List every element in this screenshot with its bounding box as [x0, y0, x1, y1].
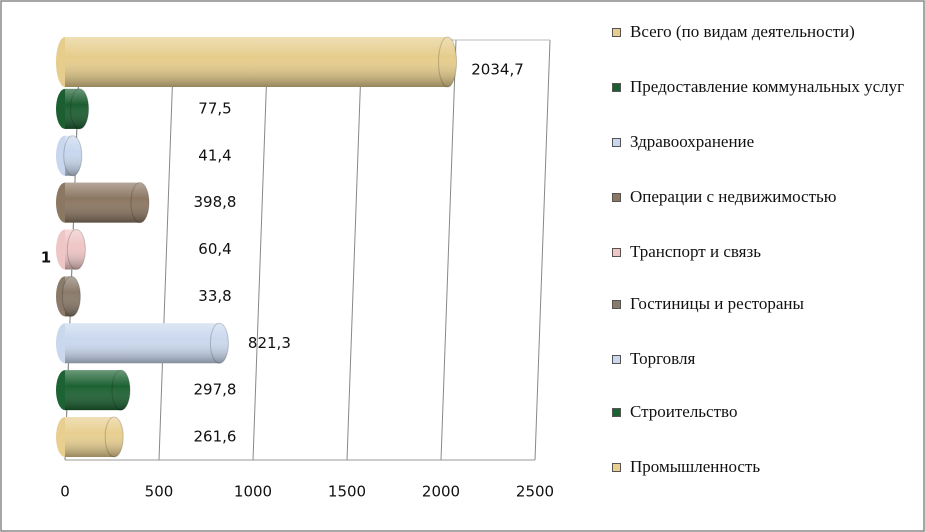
bar-cap-shade: [438, 37, 457, 87]
bar-cap-shade: [67, 229, 86, 270]
value-label: 60,4: [198, 240, 231, 258]
grid-line: [346, 39, 363, 461]
grid-line: [440, 39, 457, 461]
bar-shade: [65, 182, 140, 223]
value-label: 261,6: [194, 428, 237, 446]
legend-swatch: [612, 193, 621, 202]
grid-line: [534, 39, 551, 461]
legend-label: Торговля: [630, 349, 696, 368]
legend-entry: Предоставление коммунальных услуг: [612, 77, 912, 97]
legend-entry: Операции с недвижимостью: [612, 187, 912, 207]
legend-entry: Транспорт и связь: [612, 242, 912, 262]
bar-cap-shade: [130, 182, 149, 223]
x-tick-label: 1000: [234, 483, 272, 501]
bar-cap-shade: [70, 88, 89, 129]
bar-shade: [65, 323, 220, 364]
legend-entry: Строительство: [612, 402, 912, 422]
x-tick-label: 2500: [516, 483, 554, 501]
legend-swatch: [612, 408, 621, 417]
bar-cap-shade: [210, 323, 229, 364]
bar-cap-shade: [62, 276, 81, 317]
value-label: 821,3: [248, 334, 291, 352]
legend-label: Гостиницы и рестораны: [630, 294, 804, 313]
x-tick-label: 0: [60, 483, 70, 501]
legend-entry: Всего (по видам деятельности): [612, 22, 912, 42]
x-tick-label: 2000: [422, 483, 460, 501]
bar-cap-shade: [105, 417, 124, 457]
legend-swatch: [612, 355, 621, 364]
value-label: 297,8: [194, 381, 237, 399]
legend-label: Операции с недвижимостью: [630, 187, 837, 206]
legend-label: Строительство: [630, 402, 738, 421]
bar-shade: [65, 370, 121, 411]
legend-swatch: [612, 83, 621, 92]
grid-line: [252, 39, 269, 461]
bar-cap-shade: [63, 135, 82, 176]
legend-label: Предоставление коммунальных услуг: [630, 77, 905, 96]
grid-line: [158, 39, 175, 461]
value-label: 41,4: [198, 146, 231, 164]
legend-label: Здравоохранение: [630, 132, 755, 151]
legend-swatch: [612, 300, 621, 309]
x-tick-label: 500: [145, 483, 174, 501]
category-label: 1: [41, 249, 51, 267]
legend-entry: Здравоохранение: [612, 132, 912, 152]
value-label: 2034,7: [471, 61, 524, 79]
x-tick-label: 1500: [328, 483, 366, 501]
legend-label: Всего (по видам деятельности): [630, 22, 855, 41]
legend-label: Транспорт и связь: [630, 242, 761, 261]
legend-swatch: [612, 138, 621, 147]
legend-swatch: [612, 248, 621, 257]
value-label: 77,5: [198, 99, 231, 117]
legend-swatch: [612, 463, 621, 472]
value-label: 33,8: [198, 287, 231, 305]
legend-entry: Промышленность: [612, 457, 912, 477]
legend-entry: Гостиницы и рестораны: [612, 294, 912, 314]
value-label: 398,8: [194, 193, 237, 211]
bar-shade: [65, 37, 448, 87]
legend-entry: Торговля: [612, 349, 912, 369]
legend-label: Промышленность: [630, 457, 761, 476]
legend-swatch: [612, 28, 621, 37]
bar-cap-shade: [111, 370, 130, 411]
